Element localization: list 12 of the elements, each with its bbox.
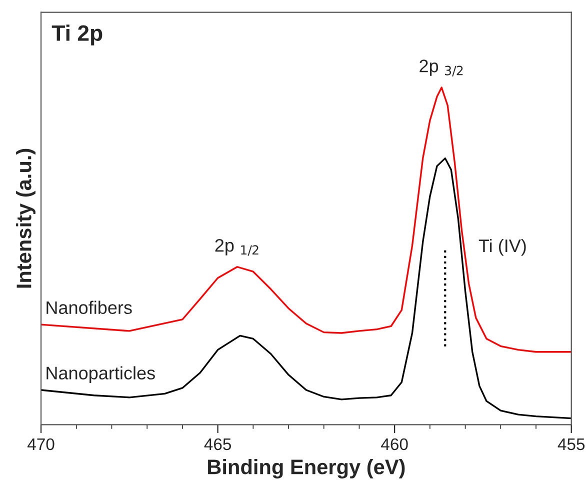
x-tick-label: 470 <box>28 438 54 450</box>
series-label: Nanoparticles <box>46 366 155 384</box>
annotation: 2p $_{1/2}$ <box>215 238 258 256</box>
y-axis-title: Intensity (a.u.) <box>16 148 36 288</box>
x-tick-label: 460 <box>381 438 408 450</box>
x-tick-label: 455 <box>558 438 585 450</box>
ref-line-label: Ti (IV) <box>478 238 526 256</box>
series-label: Nanofibers <box>46 300 132 314</box>
chart-title: Ti 2p <box>52 24 102 46</box>
x-tick-label: 465 <box>204 438 232 450</box>
annotation: 2p $_{3/2}$ <box>420 60 463 76</box>
x-axis-title: Binding Energy (eV) <box>208 459 405 479</box>
